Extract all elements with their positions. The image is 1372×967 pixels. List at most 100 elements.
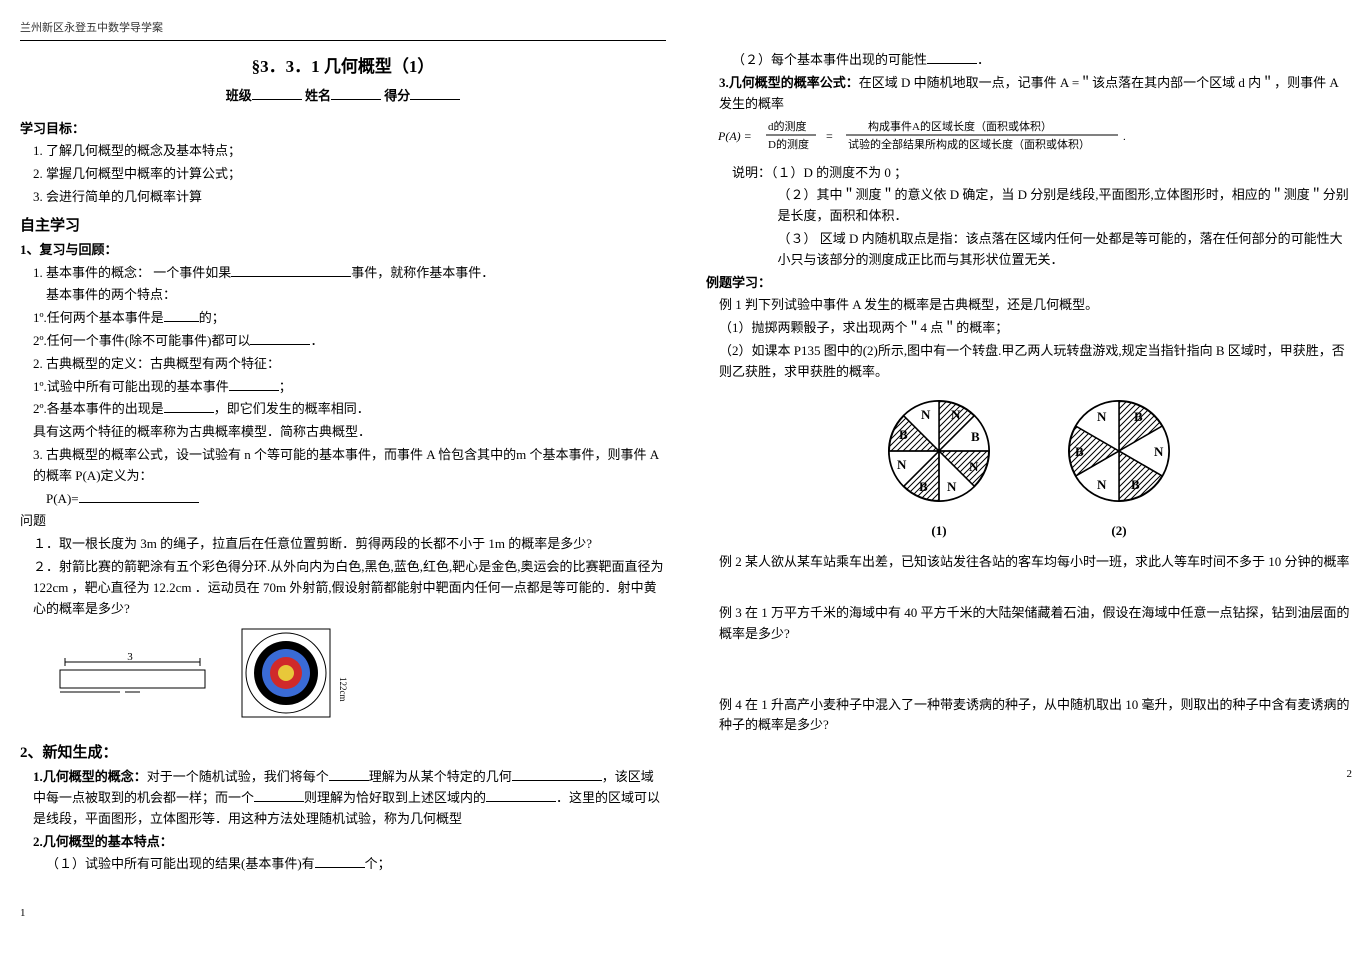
n1-blank1 bbox=[329, 768, 369, 781]
svg-text:B: B bbox=[1131, 477, 1140, 492]
formula-svg: P(A) = d的测度 D的测度 = 构成事件A的区域长度（面积或体积） 试验的… bbox=[718, 116, 1238, 154]
svg-text:N: N bbox=[1097, 409, 1107, 424]
figure-row: 3 122cm bbox=[20, 627, 666, 729]
r2d: 具有这两个特征的概率称为古典概率模型．简称古典概型． bbox=[20, 422, 666, 443]
r1a: 1. 基本事件的概念： 一个事件如果 bbox=[33, 265, 231, 280]
n2a-blank bbox=[315, 855, 365, 868]
n1c: 理解为从某个特定的几何 bbox=[369, 769, 512, 784]
r2c2: ，即它们发生的概率相同． bbox=[214, 401, 370, 416]
question-1: １．取一根长度为 3m 的绳子，拉直后在任意位置剪断．剪得两段的长都不小于 1m… bbox=[20, 534, 666, 555]
n2c-row: （２）每个基本事件出现的可能性 ． bbox=[706, 50, 1352, 71]
r2b: 1º.试验中所有可能出现的基本事件 bbox=[33, 379, 229, 394]
objective-3: 3. 会进行简单的几何概率计算 bbox=[20, 187, 666, 208]
explain-row: 说明：（１）D 的测度不为 0 ； bbox=[706, 163, 1352, 184]
n1a: 1.几何概型的概念： bbox=[33, 769, 147, 784]
ex2: 例 2 某人欲从某车站乘车出差，已知该站发往各站的客车均每小时一班，求此人等车时… bbox=[706, 552, 1352, 573]
svg-text:B: B bbox=[971, 429, 980, 444]
r1b: 事件，就称作基本事件． bbox=[351, 265, 494, 280]
subtitle-fields: 班级 姓名 得分 bbox=[20, 86, 666, 107]
n2a-row: （１）试验中所有可能出现的结果(基本事件)有 个； bbox=[20, 854, 666, 875]
r3b-row: P(A)= bbox=[20, 489, 666, 510]
spinner-2-wrap: B N B N B N (2) bbox=[1059, 391, 1179, 543]
r2b-blank bbox=[229, 378, 279, 391]
ex1b: （1）抛掷两颗骰子，求出现两个＂4 点＂的概率； bbox=[706, 318, 1352, 339]
review-heading: 1、复习与回顾： bbox=[20, 240, 666, 261]
r2c-row: 2º.各基本事件的出现是，即它们发生的概率相同． bbox=[20, 399, 666, 420]
svg-text:N: N bbox=[1154, 444, 1164, 459]
svg-text:B: B bbox=[1134, 409, 1143, 424]
spinner-1-wrap: N B N N B N B N (1) bbox=[879, 391, 999, 543]
svg-text:N: N bbox=[951, 407, 961, 422]
review-1: 1. 基本事件的概念： 一个事件如果 事件，就称作基本事件． bbox=[20, 263, 666, 284]
n1-blank4 bbox=[486, 789, 556, 802]
r1e-row: 2º.任何一个事件(除不可能事件)都可以． bbox=[20, 331, 666, 352]
e2: （２）其中＂测度＂的意义依 D 确定，当 D 分别是线段,平面图形,立体图形时，… bbox=[706, 185, 1352, 227]
r1e2: ． bbox=[310, 333, 323, 348]
objective-2: 2. 掌握几何概型中概率的计算公式； bbox=[20, 164, 666, 185]
rope-figure-wrap: 3 bbox=[20, 652, 220, 704]
n2c: （２）每个基本事件出现的可能性 bbox=[732, 52, 927, 67]
ex1c: （2）如课本 P135 图中的(2)所示,图中有一个转盘.甲乙两人玩转盘游戏,规… bbox=[706, 341, 1352, 383]
n2c-blank bbox=[927, 51, 977, 64]
selfstudy-heading: 自主学习 bbox=[20, 214, 666, 238]
r1-blank bbox=[231, 264, 351, 277]
r1d2: 的； bbox=[199, 310, 225, 325]
svg-text:B: B bbox=[899, 427, 908, 442]
r1c: 基本事件的两个特点： bbox=[20, 285, 666, 306]
main-title: §3．3．1 几何概型（1） bbox=[20, 53, 666, 80]
r2b2: ； bbox=[279, 379, 292, 394]
r1d: 1º.任何两个基本事件是 bbox=[33, 310, 164, 325]
e1: （１）D 的测度不为 0 ； bbox=[771, 165, 907, 180]
svg-text:122cm: 122cm bbox=[338, 677, 348, 702]
ex1a: 例 1 判下列试验中事件 A 发生的概率是古典概型，还是几何概型。 bbox=[706, 295, 1352, 316]
right-column: （２）每个基本事件出现的可能性 ． 3.几何概型的概率公式：在区域 D 中随机地取… bbox=[706, 20, 1352, 923]
formula: P(A) = d的测度 D的测度 = 构成事件A的区域长度（面积或体积） 试验的… bbox=[706, 116, 1352, 160]
n3h: 3.几何概型的概率公式： bbox=[719, 75, 859, 90]
name-blank bbox=[331, 87, 381, 100]
name-label: 姓名 bbox=[305, 88, 331, 103]
n2c2: ． bbox=[977, 52, 990, 67]
r3a: 3. 古典概型的概率公式，设一试验有 n 个等可能的基本事件，而事件 A 恰包含… bbox=[20, 445, 666, 487]
n1b: 对于一个随机试验，我们将每个 bbox=[147, 769, 329, 784]
objective-1: 1. 了解几何概型的概念及基本特点； bbox=[20, 141, 666, 162]
left-column: 兰州新区永登五中数学导学案 §3．3．1 几何概型（1） 班级 姓名 得分 学习… bbox=[20, 20, 666, 923]
n2a: （１）试验中所有可能出现的结果(基本事件)有 bbox=[46, 856, 315, 871]
newknowledge-heading: 2、新知生成： bbox=[20, 741, 666, 765]
n2b: 个； bbox=[365, 856, 391, 871]
r2a: 2. 古典概型的定义：古典概型有两个特征： bbox=[20, 354, 666, 375]
class-blank bbox=[252, 87, 302, 100]
page-number-left: 1 bbox=[20, 905, 666, 923]
header-text: 兰州新区永登五中数学导学案 bbox=[20, 20, 666, 41]
n2-heading: 2.几何概型的基本特点： bbox=[20, 832, 666, 853]
n1e: 则理解为恰好取到上述区域内的 bbox=[304, 790, 486, 805]
svg-text:P(A) =: P(A) = bbox=[718, 129, 752, 143]
target-figure: 122cm bbox=[240, 627, 350, 722]
svg-text:试验的全部结果所构成的区域长度（面积或体积）: 试验的全部结果所构成的区域长度（面积或体积） bbox=[848, 137, 1090, 151]
spinner-2: B N B N B N bbox=[1059, 391, 1179, 511]
svg-text:N: N bbox=[1097, 477, 1107, 492]
r2c-blank bbox=[164, 400, 214, 413]
spinner-2-label: (2) bbox=[1059, 521, 1179, 542]
score-blank bbox=[410, 87, 460, 100]
svg-text:d的测度: d的测度 bbox=[768, 119, 807, 133]
spinner-figures: N B N N B N B N (1) bbox=[706, 391, 1352, 543]
r2b-row: 1º.试验中所有可能出现的基本事件 ； bbox=[20, 377, 666, 398]
n3-row: 3.几何概型的概率公式：在区域 D 中随机地取一点，记事件 A =＂该点落在其内… bbox=[706, 73, 1352, 115]
ex3: 例 3 在 1 万平方千米的海域中有 40 平方千米的大陆架储藏着石油，假设在海… bbox=[706, 603, 1352, 645]
question-2: ２．射箭比赛的箭靶涂有五个彩色得分环.从外向内为白色,黑色,蓝色,红色,靶心是金… bbox=[20, 557, 666, 619]
n1-blank2 bbox=[512, 768, 602, 781]
r1d-blank bbox=[164, 309, 199, 322]
r3b: P(A)= bbox=[46, 491, 79, 506]
svg-text:N: N bbox=[969, 459, 979, 474]
e3: （３） 区域 D 内随机取点是指：该点落在区域内任何一处都是等可能的，落在任何部… bbox=[706, 229, 1352, 271]
svg-text:N: N bbox=[947, 479, 957, 494]
ex4: 例 4 在 1 升高产小麦种子中混入了一种带麦诱病的种子，从中随机取出 10 毫… bbox=[706, 695, 1352, 737]
spinner-1: N B N N B N B N bbox=[879, 391, 999, 511]
svg-text:N: N bbox=[921, 407, 931, 422]
svg-text:B: B bbox=[1075, 444, 1084, 459]
svg-text:构成事件A的区域长度（面积或体积）: 构成事件A的区域长度（面积或体积） bbox=[868, 119, 1052, 133]
svg-text:3: 3 bbox=[127, 652, 133, 663]
r1d-row: 1º.任何两个基本事件是 的； bbox=[20, 308, 666, 329]
svg-text:N: N bbox=[897, 457, 907, 472]
target-figure-wrap: 122cm bbox=[240, 627, 350, 729]
